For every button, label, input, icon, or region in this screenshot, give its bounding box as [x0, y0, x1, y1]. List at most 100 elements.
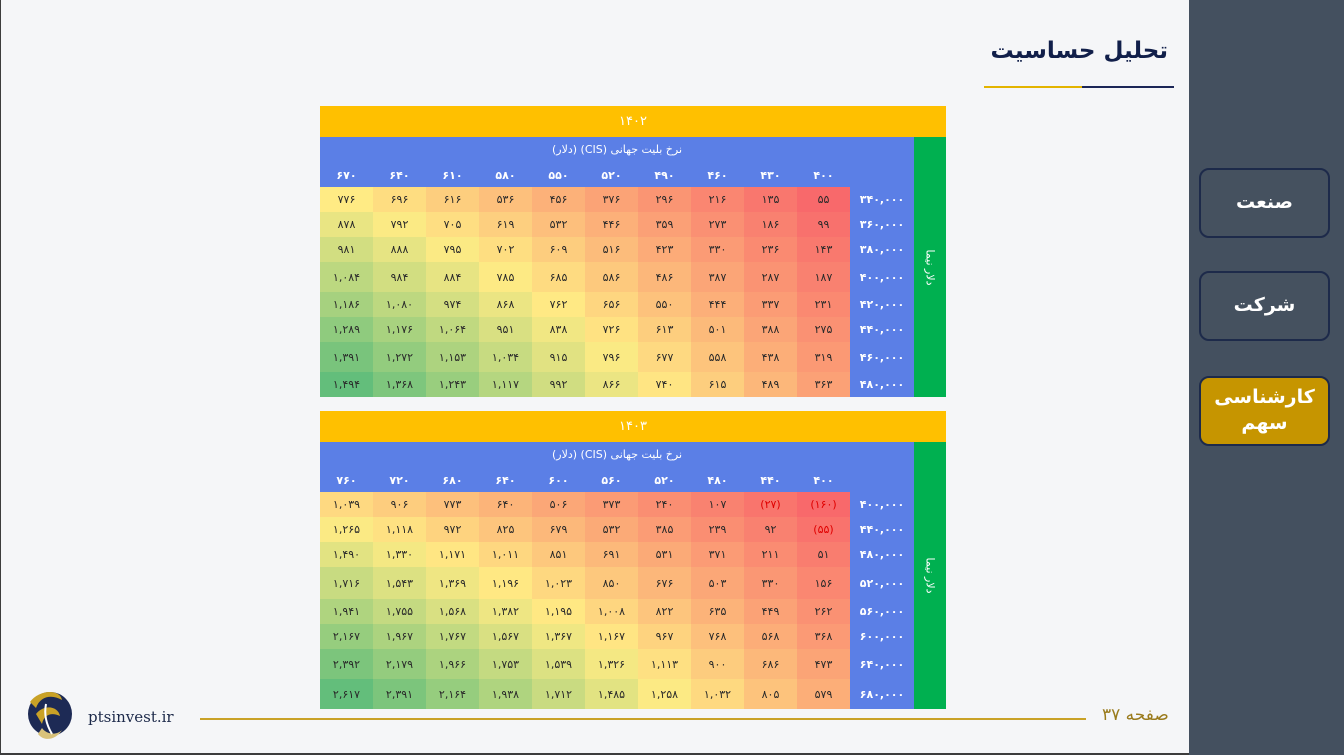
table-cell: ۱,۹۶۷: [373, 624, 426, 649]
table-cell: (۱۶۰): [797, 492, 850, 517]
table-cell: ۱۸۷: [797, 262, 850, 292]
table-row: ۱,۲۶۵ ۱,۱۱۸ ۹۷۲ ۸۲۵ ۶۷۹ ۵۳۲ ۳۸۵ ۲۳۹ ۹۲ (۵۵) ۴۴۰,۰۰…: [320, 517, 914, 542]
table-cell: ۹۶۷: [638, 624, 691, 649]
nav-button-stock-valuation[interactable]: کارشناسی سهم: [1199, 376, 1330, 446]
table-cell: ۴۲۳: [638, 237, 691, 262]
table-cell: ۷۶۲: [532, 292, 585, 317]
table-cell: ۱,۰۳۲: [691, 679, 744, 709]
table-cell: ۶۸۶: [744, 649, 797, 679]
website-link[interactable]: ptsinvest.ir: [88, 708, 174, 726]
table-cell: ۱,۳۳۰: [373, 542, 426, 567]
row-label: ۳۴۰,۰۰۰: [850, 187, 914, 212]
table-row: ۷۷۶ ۶۹۶ ۶۱۶ ۵۳۶ ۴۵۶ ۳۷۶ ۲۹۶ ۲۱۶ ۱۳۵ ۵۵ ۳۴۰,۰۰۰: [320, 187, 914, 212]
table-cell: ۱,۰۸۴: [320, 262, 373, 292]
table-cell: ۱,۲۸۹: [320, 317, 373, 342]
table-cell: ۸۶۸: [479, 292, 532, 317]
table-cell: ۱,۱۷۱: [426, 542, 479, 567]
column-labels: ۶۷۰ ۶۴۰ ۶۱۰ ۵۸۰ ۵۵۰ ۵۲۰ ۴۹۰ ۴۶۰ ۴۳۰ ۴۰۰: [320, 163, 850, 187]
table-cell: ۵۷۹: [797, 679, 850, 709]
table-cell: ۸۲۲: [638, 599, 691, 624]
table-cell: ۲۱۶: [691, 187, 744, 212]
table-cell: ۱,۱۱۷: [479, 372, 532, 397]
row-label: ۵۶۰,۰۰۰: [850, 599, 914, 624]
page-number: صفحه ۳۷: [1102, 705, 1169, 725]
table-cell: ۲۱۱: [744, 542, 797, 567]
column-label: ۵۵۰: [548, 168, 569, 182]
table-cell: ۷۹۵: [426, 237, 479, 262]
table-row: ۱,۲۸۹ ۱,۱۷۶ ۱,۰۶۴ ۹۵۱ ۸۳۸ ۷۲۶ ۶۱۳ ۵۰۱ ۳۸۸ ۲۷۵ ۴۴۰,…: [320, 317, 914, 342]
row-label: ۶۰۰,۰۰۰: [850, 624, 914, 649]
table-cell: ۷۹۲: [373, 212, 426, 237]
table-year-band: ۱۴۰۲: [320, 106, 946, 137]
table-cell: ۵۶۸: [744, 624, 797, 649]
table-row: ۱,۷۱۶ ۱,۵۴۳ ۱,۳۶۹ ۱,۱۹۶ ۱,۰۲۳ ۸۵۰ ۶۷۶ ۵۰۳ ۳۳۰ ۱۵۶…: [320, 567, 914, 599]
table-cell: ۴۴۴: [691, 292, 744, 317]
table-cell: ۱۴۳: [797, 237, 850, 262]
table-cell: ۹۰۶: [373, 492, 426, 517]
table-cell: ۱,۲۷۲: [373, 342, 426, 372]
table-cell: ۷۰۵: [426, 212, 479, 237]
table-cell: ۶۱۵: [691, 372, 744, 397]
table-cell: ۱,۲۶۵: [320, 517, 373, 542]
table-row: ۹۸۱ ۸۸۸ ۷۹۵ ۷۰۲ ۶۰۹ ۵۱۶ ۴۲۳ ۳۳۰ ۲۳۶ ۱۴۳ ۳۸۰,۰۰۰: [320, 237, 914, 262]
table-cell: ۶۹۶: [373, 187, 426, 212]
table-cell: ۶۵۶: [585, 292, 638, 317]
table-cell: ۱,۱۸۶: [320, 292, 373, 317]
footer-divider: [200, 718, 1086, 720]
row-axis-label: دلار نیما: [914, 442, 946, 709]
table-cell: ۳۶۳: [797, 372, 850, 397]
table-cell: ۷۷۳: [426, 492, 479, 517]
row-label: ۴۴۰,۰۰۰: [850, 517, 914, 542]
table-cell: ۴۸۶: [638, 262, 691, 292]
table-cell: ۵۳۲: [585, 517, 638, 542]
table-row: ۱,۴۹۰ ۱,۳۳۰ ۱,۱۷۱ ۱,۰۱۱ ۸۵۱ ۶۹۱ ۵۳۱ ۳۷۱ ۲۱۱ ۵۱ ۴۸۰…: [320, 542, 914, 567]
table-cell: ۱۸۶: [744, 212, 797, 237]
table-cell: ۲۷۳: [691, 212, 744, 237]
table-cell: ۲,۳۹۲: [320, 649, 373, 679]
table-body: دلار نیما نرخ بلیت جهانی (CIS) (دلار) ۶۷۰ ۶…: [320, 137, 946, 397]
row-label: ۶۴۰,۰۰۰: [850, 649, 914, 679]
table-cell: ۹۹: [797, 212, 850, 237]
table-cell: ۵۵۸: [691, 342, 744, 372]
row-label: ۴۶۰,۰۰۰: [850, 342, 914, 372]
nav-button-company[interactable]: شرکت: [1199, 271, 1330, 341]
nav-button-industry[interactable]: صنعت: [1199, 168, 1330, 238]
table-cell: ۱,۱۱۸: [373, 517, 426, 542]
table-cell: ۸۶۶: [585, 372, 638, 397]
table-cell: ۹۷۴: [426, 292, 479, 317]
table-row: ۱,۳۹۱ ۱,۲۷۲ ۱,۱۵۳ ۱,۰۳۴ ۹۱۵ ۷۹۶ ۶۷۷ ۵۵۸ ۴۳۸ ۳۱۹ ۴۶…: [320, 342, 914, 372]
table-cell: ۸۵۰: [585, 567, 638, 599]
table-cell: ۱,۳۶۸: [373, 372, 426, 397]
table-cell: ۱,۷۵۵: [373, 599, 426, 624]
table-row: ۱,۰۳۹ ۹۰۶ ۷۷۳ ۶۴۰ ۵۰۶ ۳۷۳ ۲۴۰ ۱۰۷ (۲۷) (۱۶۰) ۴۰۰,۰…: [320, 492, 914, 517]
table-cell: ۴۴۹: [744, 599, 797, 624]
row-axis-label: دلار نیما: [914, 137, 946, 397]
table-cell: ۲,۱۶۴: [426, 679, 479, 709]
table-cell: ۱۵۶: [797, 567, 850, 599]
table-cell: ۵۳۶: [479, 187, 532, 212]
table-cell: ۶۷۷: [638, 342, 691, 372]
table-cell: ۱,۰۱۱: [479, 542, 532, 567]
table-cell: ۲۹۶: [638, 187, 691, 212]
column-label: ۵۶۰: [601, 473, 622, 487]
column-label: ۴۸۰: [707, 473, 728, 487]
row-axis-label-text: دلار نیما: [923, 248, 937, 286]
table-cell: ۸۸۸: [373, 237, 426, 262]
table-cell: ۳۷۱: [691, 542, 744, 567]
table-cell: ۵۰۱: [691, 317, 744, 342]
table-cell: ۶۱۹: [479, 212, 532, 237]
table-cell: ۱,۵۴۳: [373, 567, 426, 599]
table-cell: ۴۵۶: [532, 187, 585, 212]
table-cell: ۱,۱۶۷: [585, 624, 638, 649]
table-cell: ۷۹۶: [585, 342, 638, 372]
table-cell: ۲۷۵: [797, 317, 850, 342]
table-cell: ۱۰۷: [691, 492, 744, 517]
table-cell: ۵۸۶: [585, 262, 638, 292]
table-cell: ۱,۰۲۳: [532, 567, 585, 599]
table-cell: ۱,۹۳۸: [479, 679, 532, 709]
column-label: ۵۸۰: [495, 168, 516, 182]
table-cell: ۶۰۹: [532, 237, 585, 262]
column-label: ۴۳۰: [760, 168, 781, 182]
table-cell: ۱,۹۶۶: [426, 649, 479, 679]
row-axis-label-text: دلار نیما: [923, 557, 937, 594]
